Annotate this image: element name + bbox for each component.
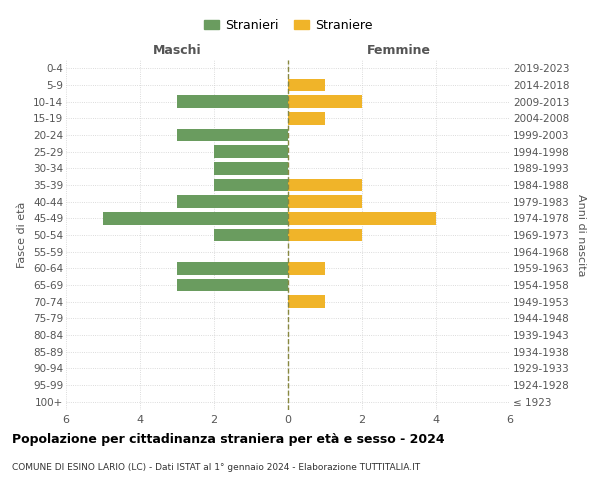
Bar — [288, 262, 325, 274]
Bar — [214, 146, 288, 158]
Bar — [177, 96, 288, 108]
Bar — [214, 179, 288, 192]
Y-axis label: Anni di nascita: Anni di nascita — [576, 194, 586, 276]
Bar — [177, 262, 288, 274]
Text: Popolazione per cittadinanza straniera per età e sesso - 2024: Popolazione per cittadinanza straniera p… — [12, 432, 445, 446]
Bar — [288, 212, 436, 224]
Bar — [177, 279, 288, 291]
Bar — [214, 229, 288, 241]
Text: Maschi: Maschi — [152, 44, 202, 57]
Bar — [103, 212, 288, 224]
Bar — [214, 162, 288, 174]
Bar — [288, 112, 325, 124]
Text: COMUNE DI ESINO LARIO (LC) - Dati ISTAT al 1° gennaio 2024 - Elaborazione TUTTIT: COMUNE DI ESINO LARIO (LC) - Dati ISTAT … — [12, 462, 420, 471]
Bar — [288, 196, 362, 208]
Y-axis label: Fasce di età: Fasce di età — [17, 202, 28, 268]
Text: Femmine: Femmine — [367, 44, 431, 57]
Bar — [288, 229, 362, 241]
Bar — [288, 296, 325, 308]
Bar — [288, 79, 325, 92]
Bar — [177, 196, 288, 208]
Bar — [177, 129, 288, 141]
Bar — [288, 96, 362, 108]
Legend: Stranieri, Straniere: Stranieri, Straniere — [199, 14, 377, 37]
Bar — [288, 179, 362, 192]
